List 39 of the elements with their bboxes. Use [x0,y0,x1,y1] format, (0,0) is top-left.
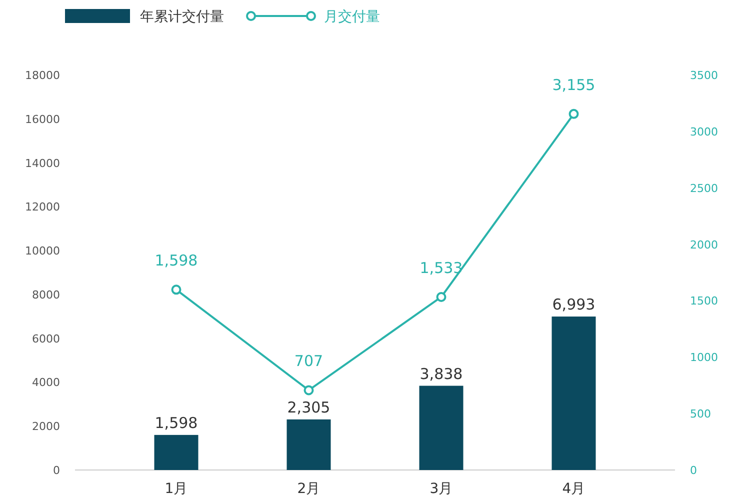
y-tick-label: 4000 [32,376,60,390]
point [171,284,182,295]
y2-tick-label: 2000 [690,238,718,252]
data-label: 1,598 [154,414,198,432]
y-tick-label: 8000 [32,288,60,302]
x-tick-label: 3月 [430,481,453,497]
data-label: 6,993 [552,296,596,314]
data-label: 1,598 [154,252,198,270]
y2-tick-label: 1000 [690,351,718,364]
bar [419,386,464,470]
y-tick-label: 10000 [25,244,60,258]
x-tick-label: 2月 [297,481,320,497]
legend-label: 月交付量 [324,9,380,25]
legend-label: 年累计交付量 [140,9,224,25]
y2-tick-label: 0 [690,464,697,477]
data-label: 2,305 [287,398,330,416]
point [568,108,579,119]
y2-tick-label: 2500 [690,182,718,195]
x-tick-label: 1月 [164,481,188,497]
data-label: 3,155 [552,76,596,94]
y2-tick-label: 3500 [690,69,718,82]
y-tick-label: 0 [53,464,60,477]
y-tick-label: 2000 [32,420,60,434]
x-tick-label: 4月 [562,481,586,497]
bar [154,434,198,470]
data-label: 3,838 [420,364,463,383]
y-tick-label: 16000 [25,112,60,126]
y-tick-label: 6000 [32,332,60,346]
y2-tick-label: 1500 [690,294,718,308]
y-tick-label: 18000 [25,69,60,82]
data-label: 707 [294,352,324,370]
y2-tick-label: 3000 [690,125,718,138]
y-tick-label: 14000 [25,156,60,170]
bar [286,419,331,470]
y-tick-label: 12000 [25,200,60,214]
point [436,292,446,302]
bar [552,316,596,470]
y2-tick-label: 500 [690,408,711,421]
point [304,385,314,396]
